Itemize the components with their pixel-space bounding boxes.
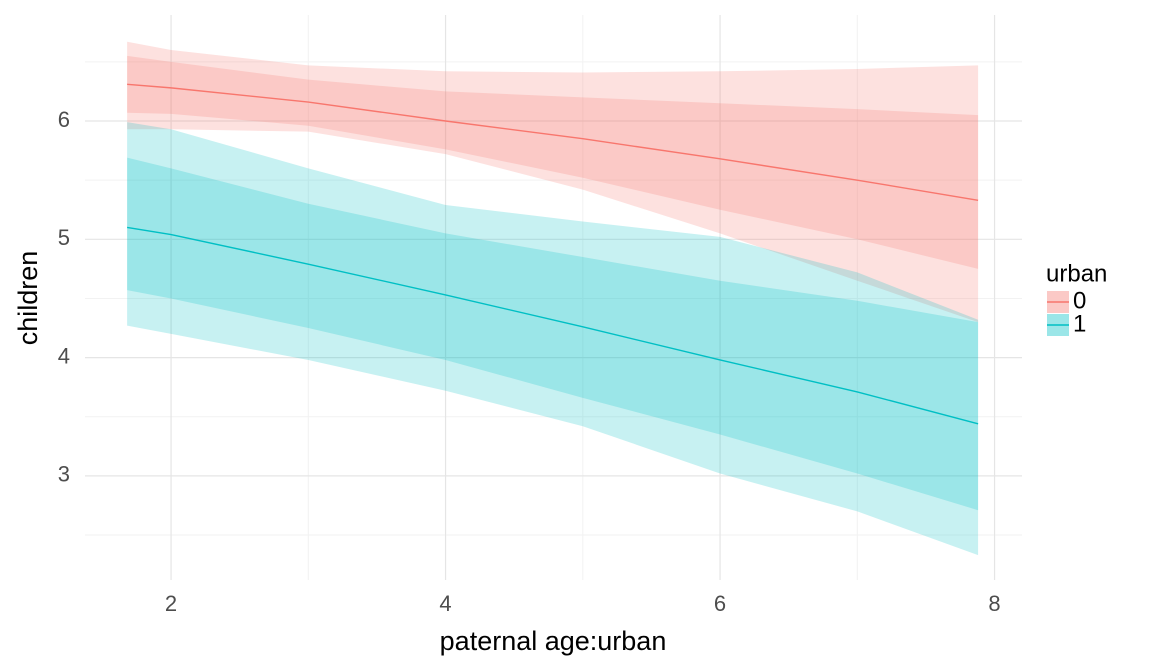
legend-item: 1 <box>1047 310 1086 337</box>
legend-item: 0 <box>1047 287 1086 314</box>
x-tick-label: 6 <box>714 591 726 616</box>
x-axis-title: paternal age:urban <box>440 626 667 656</box>
line <box>127 226 979 425</box>
confidence-band <box>127 122 979 556</box>
legend-label: 0 <box>1073 287 1086 314</box>
x-tick-label: 4 <box>439 591 451 616</box>
line <box>127 83 979 201</box>
confidence-band <box>127 157 979 511</box>
y-tick-label: 4 <box>58 343 70 368</box>
confidence-band <box>127 41 979 323</box>
legend-title: urban <box>1046 260 1107 287</box>
confidence-band <box>127 55 979 269</box>
grid <box>85 15 1022 580</box>
y-tick-label: 5 <box>58 225 70 250</box>
x-tick-label: 8 <box>988 591 1000 616</box>
y-tick-label: 3 <box>58 462 70 487</box>
y-axis-title: children <box>13 251 43 346</box>
legend-label: 1 <box>1073 310 1086 337</box>
y-tick-label: 6 <box>58 107 70 132</box>
x-tick-label: 2 <box>165 591 177 616</box>
